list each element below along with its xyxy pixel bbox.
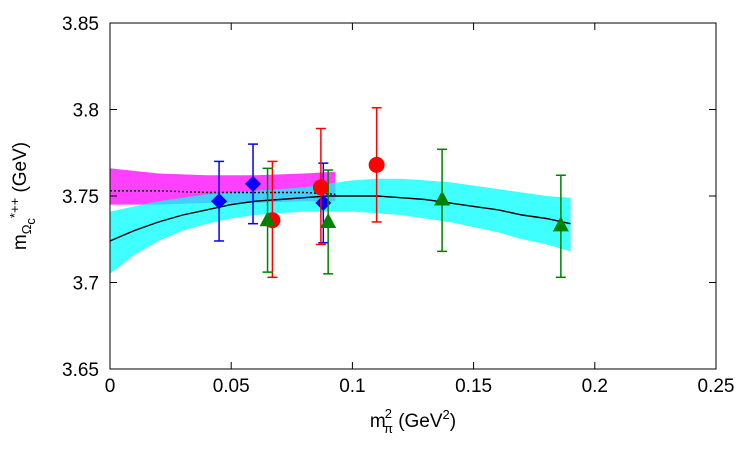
x-axis-label: m2 π (GeV2) xyxy=(370,406,456,436)
y-tick-label: 3.75 xyxy=(62,187,99,208)
y-label-unit: (GeV) xyxy=(10,142,31,198)
circle-marker xyxy=(368,156,385,173)
triangle-point xyxy=(434,148,451,253)
diamond-point xyxy=(211,160,228,242)
y-tick-label: 3.8 xyxy=(73,101,99,122)
x-tick-label: 0.2 xyxy=(582,376,608,397)
diamond-point xyxy=(315,162,332,244)
y-label-base: m xyxy=(10,234,31,250)
x-label-sup: 2 xyxy=(385,406,392,421)
triangle-point xyxy=(552,174,569,279)
x-label-sub: π xyxy=(384,421,393,436)
fit-line-solid xyxy=(109,195,571,242)
diamond-marker xyxy=(211,193,228,210)
x-tick-label: 0.05 xyxy=(213,376,250,397)
fit-line-dotted xyxy=(110,190,336,195)
diamond-marker xyxy=(315,194,332,211)
y-label-sup: *++ xyxy=(7,198,22,218)
triangle-point xyxy=(259,167,276,273)
x-label-unit-open: (GeV xyxy=(393,411,443,432)
x-tick-label: 0.15 xyxy=(455,376,492,397)
y-tick-label: 3.85 xyxy=(62,14,99,35)
triangle-marker xyxy=(434,190,451,206)
x-tick-label: 0.25 xyxy=(698,376,735,397)
circle-marker xyxy=(312,179,329,196)
fit-lines xyxy=(109,190,571,242)
x-label-unit-sup: 2 xyxy=(443,407,450,422)
triangle-marker xyxy=(259,211,276,227)
diamond-marker xyxy=(245,175,262,192)
x-tick-label: 0.1 xyxy=(339,376,365,397)
y-label-subsub: c xyxy=(23,218,38,225)
diamond-point xyxy=(245,143,262,225)
x-tick-label: 0 xyxy=(105,376,116,397)
axis-ticks: 0 0.05 0.1 0.15 0.2 0.25 3.65 3.7 3.75 3.8 3.85 xyxy=(62,14,734,397)
circle-point xyxy=(312,127,329,246)
y-label-sub: Ω xyxy=(19,224,34,234)
y-tick-label: 3.7 xyxy=(73,274,99,295)
x-label-base: m xyxy=(370,411,386,432)
data-points xyxy=(211,107,569,279)
fit-bands xyxy=(110,168,571,274)
triangle-marker xyxy=(552,216,569,232)
circle-point xyxy=(368,107,385,223)
y-tick-label: 3.65 xyxy=(62,360,99,381)
x-label-unit-close: ) xyxy=(450,411,456,432)
triangle-point xyxy=(320,169,337,275)
triangle-marker xyxy=(320,212,337,228)
y-axis-label: mΩc*++ (GeV) xyxy=(7,142,38,250)
